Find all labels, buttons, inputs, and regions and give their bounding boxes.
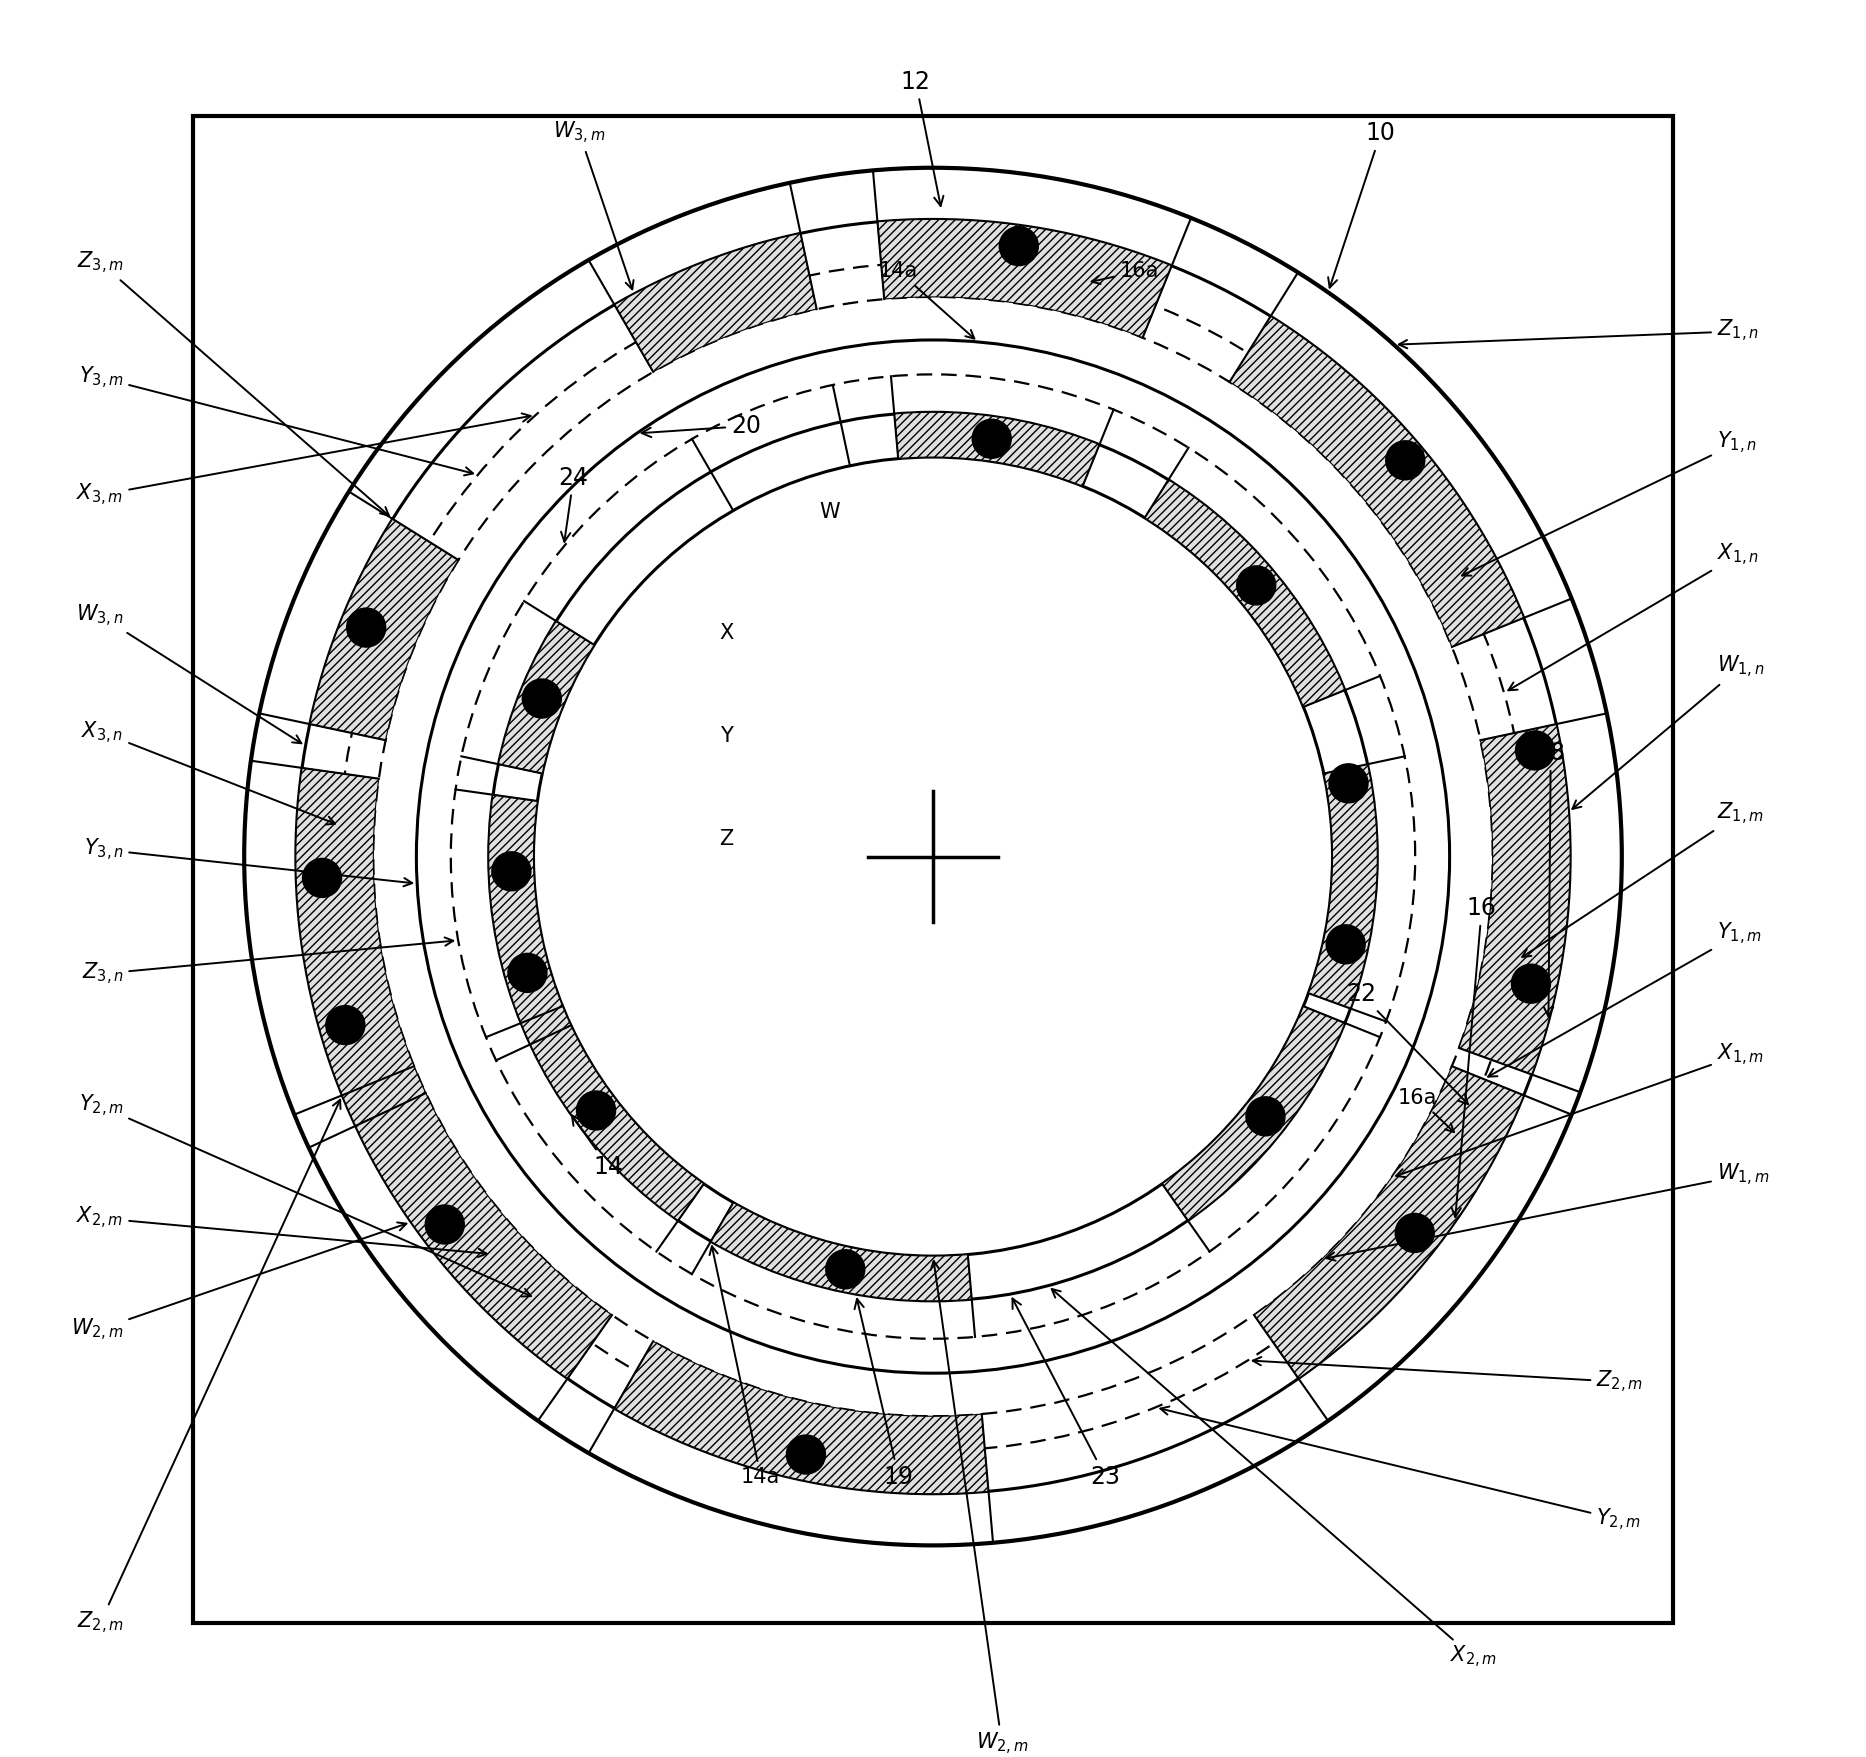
Text: $Z_{2,m}$: $Z_{2,m}$: [1252, 1356, 1642, 1395]
Polygon shape: [1459, 724, 1569, 1075]
Circle shape: [425, 1205, 465, 1244]
Polygon shape: [1230, 316, 1525, 647]
Circle shape: [972, 420, 1011, 459]
Text: $X_{3,m}$: $X_{3,m}$: [77, 413, 530, 508]
Polygon shape: [614, 1341, 989, 1493]
Circle shape: [1330, 764, 1368, 803]
Text: $Z_{1,n}$: $Z_{1,n}$: [1400, 318, 1758, 348]
Text: 19: 19: [855, 1298, 914, 1488]
Text: 23: 23: [1013, 1298, 1120, 1488]
Text: 24: 24: [558, 466, 588, 541]
Circle shape: [522, 680, 562, 717]
Text: 14a: 14a: [709, 1246, 780, 1486]
Text: $W_{1,m}$: $W_{1,m}$: [1327, 1161, 1769, 1262]
Polygon shape: [1308, 764, 1377, 1009]
Text: 12: 12: [901, 70, 944, 206]
Text: 16: 16: [1452, 896, 1497, 1218]
Text: 18: 18: [1536, 741, 1566, 1017]
Text: $Z_{2,m}$: $Z_{2,m}$: [77, 1100, 340, 1636]
Text: $Z_{3,n}$: $Z_{3,n}$: [82, 938, 453, 987]
Circle shape: [347, 608, 384, 647]
Polygon shape: [521, 1007, 703, 1221]
Polygon shape: [614, 234, 817, 372]
Text: $Y_{3,m}$: $Y_{3,m}$: [78, 365, 474, 476]
Polygon shape: [1163, 1007, 1345, 1221]
Text: W: W: [819, 503, 840, 522]
Circle shape: [1000, 227, 1037, 265]
Text: $X_{3,n}$: $X_{3,n}$: [82, 719, 336, 824]
Text: $W_{2,m}$: $W_{2,m}$: [931, 1262, 1028, 1757]
Text: $Y_{2,m}$: $Y_{2,m}$: [1161, 1407, 1640, 1532]
Text: 14: 14: [571, 1116, 623, 1179]
Circle shape: [1246, 1098, 1284, 1135]
Circle shape: [787, 1435, 825, 1474]
Text: $W_{1,n}$: $W_{1,n}$: [1573, 654, 1763, 808]
Circle shape: [1237, 566, 1274, 604]
Text: 16a: 16a: [1398, 1088, 1454, 1132]
Circle shape: [1511, 965, 1551, 1003]
Polygon shape: [711, 1202, 972, 1300]
Circle shape: [1515, 731, 1554, 770]
Circle shape: [493, 852, 530, 891]
Text: $Y_{1,n}$: $Y_{1,n}$: [1463, 430, 1756, 576]
Polygon shape: [297, 768, 425, 1126]
Text: $Z_{3,m}$: $Z_{3,m}$: [77, 249, 388, 515]
Polygon shape: [1144, 480, 1345, 706]
Text: $X_{1,n}$: $X_{1,n}$: [1508, 543, 1760, 691]
Text: $X_{2,m}$: $X_{2,m}$: [1052, 1290, 1497, 1671]
Circle shape: [577, 1091, 616, 1130]
Text: Y: Y: [720, 726, 733, 747]
Text: $W_{2,m}$: $W_{2,m}$: [71, 1223, 407, 1344]
Text: $Z_{1,m}$: $Z_{1,m}$: [1523, 801, 1763, 958]
Text: 16a: 16a: [1092, 262, 1159, 285]
Text: $X_{2,m}$: $X_{2,m}$: [77, 1205, 487, 1256]
Circle shape: [1396, 1214, 1433, 1253]
Polygon shape: [1254, 1066, 1525, 1379]
Text: 10: 10: [1329, 121, 1396, 288]
Circle shape: [509, 954, 547, 991]
Polygon shape: [877, 220, 1172, 337]
Circle shape: [327, 1007, 364, 1044]
Text: $W_{3,n}$: $W_{3,n}$: [77, 603, 300, 743]
Text: $Y_{1,m}$: $Y_{1,m}$: [1489, 921, 1762, 1077]
Text: 22: 22: [1345, 982, 1469, 1103]
Circle shape: [302, 859, 341, 896]
Text: Z: Z: [718, 829, 733, 849]
Polygon shape: [894, 413, 1099, 487]
Polygon shape: [489, 794, 571, 1044]
Polygon shape: [498, 622, 593, 773]
Text: X: X: [718, 622, 733, 643]
Circle shape: [1327, 926, 1364, 963]
Polygon shape: [341, 1066, 612, 1379]
Bar: [192, 116, 1674, 1623]
Text: 14a: 14a: [879, 262, 974, 339]
Text: $Y_{3,n}$: $Y_{3,n}$: [84, 836, 412, 886]
Polygon shape: [310, 518, 459, 740]
Text: $X_{1,m}$: $X_{1,m}$: [1396, 1042, 1763, 1177]
Text: $Y_{2,m}$: $Y_{2,m}$: [78, 1093, 532, 1297]
Text: $W_{3,m}$: $W_{3,m}$: [552, 119, 634, 290]
Circle shape: [1386, 441, 1424, 480]
Circle shape: [244, 167, 1622, 1546]
Circle shape: [827, 1251, 864, 1288]
Text: 20: 20: [642, 415, 761, 437]
